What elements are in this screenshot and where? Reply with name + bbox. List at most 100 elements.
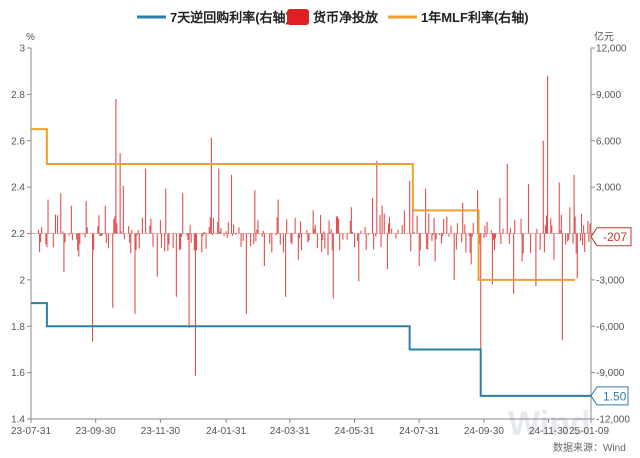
net-injection-bar — [508, 233, 510, 244]
net-injection-bar — [386, 233, 388, 270]
net-injection-bar — [38, 233, 41, 253]
net-injection-bar — [419, 233, 421, 251]
x-tick-label: 25-01-09 — [569, 426, 609, 437]
net-injection-bar — [418, 233, 420, 266]
net-injection-bar — [560, 214, 562, 234]
net-injection-bar — [576, 233, 578, 279]
net-injection-bar — [235, 233, 237, 235]
net-injection-bar — [539, 233, 541, 250]
net-injection-bar — [426, 233, 428, 250]
net-injection-bar — [328, 220, 330, 234]
net-injection-bar — [204, 232, 206, 234]
net-injection-bar — [138, 233, 140, 249]
net-injection-bar — [223, 233, 225, 236]
net-injection-bar — [491, 233, 493, 285]
net-injection-bar — [269, 233, 271, 244]
net-injection-bar — [263, 233, 265, 266]
net-injection-bar — [435, 233, 437, 240]
net-injection-bar — [321, 233, 323, 253]
net-injection-bar — [575, 233, 577, 254]
net-injection-bar — [60, 193, 62, 234]
legend-label-net-injection: 货币净投放 — [313, 10, 379, 25]
net-injection-bar — [353, 233, 356, 248]
net-injection-bar — [567, 233, 569, 242]
net-injection-bar — [472, 222, 474, 234]
net-injection-bar — [70, 205, 72, 234]
net-injection-bar — [182, 193, 184, 234]
net-injection-bar — [316, 233, 318, 249]
net-injection-bar — [253, 233, 255, 245]
net-injection-bar — [521, 233, 523, 262]
net-injection-bar — [342, 233, 344, 240]
net-injection-bar — [403, 210, 405, 234]
right-tick-label: -6,000 — [596, 322, 625, 333]
net-injection-bar — [364, 227, 366, 234]
net-injection-bar — [583, 225, 585, 234]
net-injection-bar — [245, 233, 247, 314]
net-injection-bar — [99, 233, 101, 236]
net-injection-bar — [78, 233, 80, 257]
net-injection-bar — [45, 233, 47, 245]
net-injection-bar — [462, 202, 464, 234]
net-injection-bar — [68, 233, 70, 236]
right-tick-label: 6,000 — [596, 136, 621, 147]
net-injection-bar — [167, 233, 169, 252]
net-injection-bar — [559, 230, 561, 234]
right-tick-label: -9,000 — [596, 368, 625, 379]
net-injection-bar — [291, 233, 293, 245]
net-injection-bar — [416, 215, 418, 234]
net-injection-bar — [255, 233, 257, 242]
net-injection-bar — [509, 228, 511, 234]
net-injection-bar — [254, 190, 256, 234]
net-injection-bar — [52, 233, 54, 248]
net-injection-bar — [372, 197, 374, 234]
net-injection-bar — [410, 233, 412, 252]
net-injection-bar — [588, 233, 590, 242]
net-injection-bar — [461, 233, 463, 243]
net-injection-bar — [514, 219, 516, 234]
net-injection-bar — [116, 223, 118, 234]
legend-label-mlf: 1年MLF利率(右轴) — [421, 10, 529, 25]
net-injection-bar — [590, 233, 592, 237]
net-injection-bar — [129, 233, 131, 243]
net-injection-bar — [470, 233, 472, 265]
x-tick-label: 24-07-31 — [399, 426, 439, 437]
net-injection-bar — [500, 233, 502, 245]
net-injection-bar — [545, 215, 548, 234]
net-injection-bar — [433, 217, 435, 234]
net-injection-bar — [446, 216, 448, 234]
net-injection-bar — [277, 199, 279, 234]
net-injection-bar — [332, 233, 334, 299]
net-injection-bar — [499, 197, 501, 234]
net-injection-bar — [210, 137, 212, 234]
net-injection-bar — [271, 233, 273, 253]
net-injection-bar — [100, 233, 102, 236]
net-injection-bar — [428, 213, 430, 234]
net-injection-bar — [62, 231, 64, 234]
net-injection-bar — [432, 233, 434, 236]
net-injection-bar — [330, 229, 332, 234]
net-injection-bar — [568, 233, 570, 240]
net-injection-bar — [114, 216, 116, 234]
net-injection-bar — [357, 233, 359, 242]
net-injection-bar — [33, 233, 35, 234]
net-injection-bar — [300, 233, 303, 251]
net-injection-bar — [101, 233, 103, 236]
x-axis-ticks: 23-07-31 23-09-30 23-11-30 24-01-31 24-03-31… — [11, 419, 609, 437]
net-injection-bar — [373, 233, 375, 250]
net-injection-bar — [218, 168, 220, 234]
net-injection-bar — [573, 174, 575, 234]
net-injection-bar — [367, 233, 369, 236]
net-injection-bar — [431, 233, 433, 242]
net-injection-bar — [220, 228, 222, 234]
net-injection-bar — [574, 216, 576, 234]
net-injection-bars — [30, 75, 592, 384]
net-injection-bar — [76, 233, 78, 240]
net-injection-bar — [479, 233, 481, 245]
net-injection-bar — [160, 233, 163, 248]
net-injection-bar — [279, 233, 281, 245]
right-axis-unit: 亿元 — [594, 30, 614, 43]
net-injection-bar — [137, 229, 139, 234]
net-injection-bar — [79, 233, 81, 245]
net-injection-bar — [119, 153, 121, 234]
